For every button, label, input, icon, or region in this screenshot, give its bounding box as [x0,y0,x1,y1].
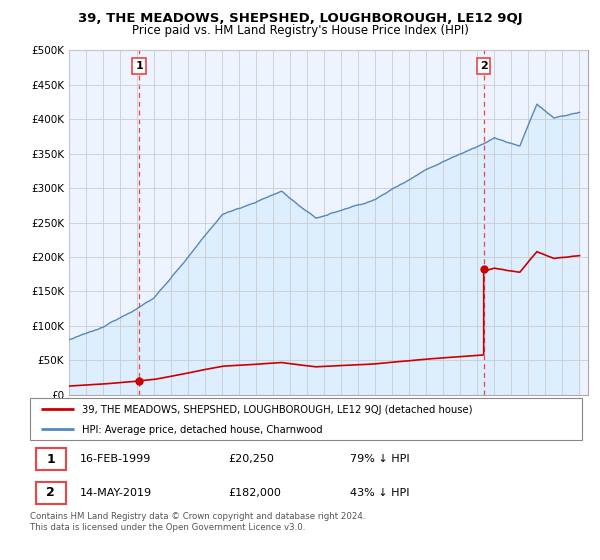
Text: 14-MAY-2019: 14-MAY-2019 [80,488,152,498]
FancyBboxPatch shape [35,449,66,470]
Text: £20,250: £20,250 [229,454,275,464]
Text: Price paid vs. HM Land Registry's House Price Index (HPI): Price paid vs. HM Land Registry's House … [131,24,469,36]
Text: 2: 2 [46,486,55,500]
Text: 79% ↓ HPI: 79% ↓ HPI [350,454,410,464]
Text: £182,000: £182,000 [229,488,281,498]
Text: 39, THE MEADOWS, SHEPSHED, LOUGHBOROUGH, LE12 9QJ (detached house): 39, THE MEADOWS, SHEPSHED, LOUGHBOROUGH,… [82,405,473,415]
Text: 43% ↓ HPI: 43% ↓ HPI [350,488,410,498]
Text: 2: 2 [480,60,488,71]
Text: 1: 1 [135,60,143,71]
Text: HPI: Average price, detached house, Charnwood: HPI: Average price, detached house, Char… [82,425,323,435]
FancyBboxPatch shape [35,482,66,503]
Text: Contains HM Land Registry data © Crown copyright and database right 2024.
This d: Contains HM Land Registry data © Crown c… [30,512,365,532]
Text: 1: 1 [46,452,55,466]
Text: 16-FEB-1999: 16-FEB-1999 [80,454,151,464]
FancyBboxPatch shape [30,398,582,440]
Text: 39, THE MEADOWS, SHEPSHED, LOUGHBOROUGH, LE12 9QJ: 39, THE MEADOWS, SHEPSHED, LOUGHBOROUGH,… [77,12,523,25]
